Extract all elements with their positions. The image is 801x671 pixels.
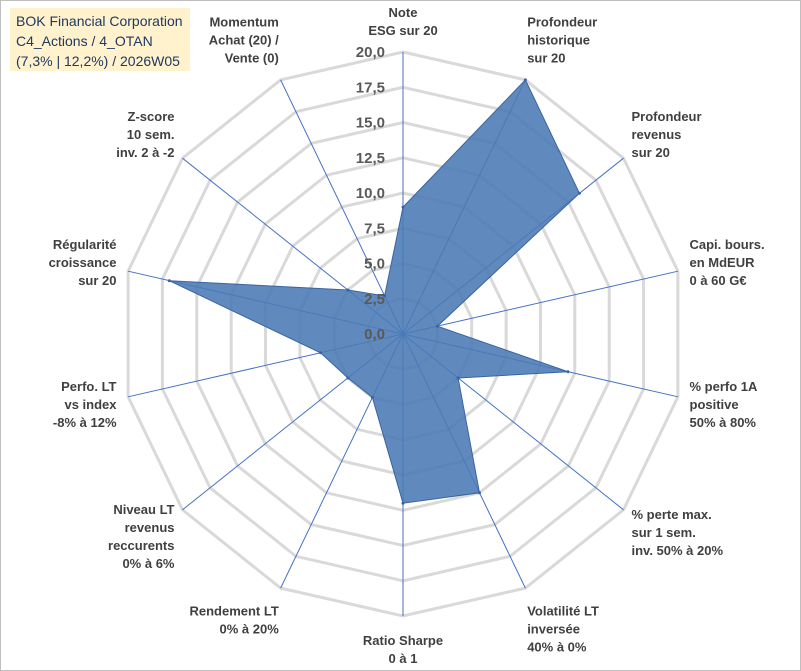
axis-label-7-line-1: 0 à 1 [389, 651, 418, 666]
data-point-1 [523, 78, 527, 82]
axis-label-6: Volatilité LT inversée 40% à 0% [527, 603, 599, 654]
tick-label-2: 5,0 [364, 256, 385, 273]
axis-label-2-line-1: revenus [632, 127, 682, 142]
data-point-12 [346, 288, 350, 292]
axis-label-10-line-0: Perfo. LT [61, 379, 116, 394]
data-point-6 [478, 491, 481, 495]
axis-label-8-line-1: 0% à 20% [220, 621, 280, 636]
axis-label-9-line-3: 0% à 6% [122, 556, 174, 571]
axis-label-4-line-2: 50% à 80% [690, 415, 757, 430]
axis-label-8: Rendement LT 0% à 20% [189, 603, 279, 636]
axis-label-11-line-2: sur 20 [78, 273, 116, 288]
tick-label-7: 17,5 [356, 79, 385, 96]
axis-label-3-line-2: 0 à 60 G€ [690, 273, 747, 288]
tick-label-6: 15,0 [356, 115, 385, 132]
axis-label-11-line-0: Régularité [53, 237, 117, 252]
axis-label-1-line-0: Profondeur [527, 15, 597, 30]
axis-label-13-line-0: Momentum [209, 15, 278, 30]
axis-label-9-line-1: revenus [125, 520, 175, 535]
axis-label-3-line-1: en MdEUR [690, 255, 756, 270]
data-point-8 [370, 396, 374, 399]
tick-label-1: 2,5 [364, 291, 385, 308]
axis-label-5-line-2: inv. 50% à 20% [632, 543, 724, 558]
axis-label-10-line-2: -8% à 12% [53, 415, 117, 430]
tick-label-8: 20,0 [356, 44, 385, 61]
axis-label-9: Niveau LT revenus reccurents 0% à 6% [108, 502, 175, 571]
title-line-company: BOK Financial Corporation [16, 13, 183, 29]
axis-label-5: % perte max. sur 1 sem. inv. 50% à 20% [632, 507, 724, 558]
spoke-13 [280, 79, 404, 335]
axis-label-13-line-1: Achat (20) / [209, 33, 279, 48]
axis-label-1-line-1: historique [527, 33, 590, 48]
title-line-category: C4_Actions / 4_OTAN [16, 33, 153, 49]
title-line-period: (7,3% | 12,2%) / 2026W05 [16, 53, 180, 69]
data-point-2 [577, 191, 581, 195]
data-point-4 [566, 370, 570, 374]
axis-label-2-line-0: Profondeur [632, 109, 702, 124]
axis-label-13: Momentum Achat (20) / Vente (0) [209, 15, 279, 66]
data-point-9 [346, 376, 350, 380]
radar-axis-labels: Note ESG sur 20 Profondeur historique sur 20… [49, 5, 765, 666]
axis-label-2-line-2: sur 20 [632, 145, 670, 160]
axis-label-2: Profondeur revenus sur 20 [632, 109, 702, 160]
tick-label-0: 0,0 [364, 326, 385, 343]
axis-label-7-line-0: Ratio Sharpe [363, 633, 443, 648]
axis-label-3-line-0: Capi. bours. [690, 237, 765, 252]
axis-label-4: % perfo 1A positive 50% à 80% [690, 379, 759, 430]
data-point-10 [319, 351, 322, 355]
data-point-3 [435, 324, 439, 328]
axis-label-11: Régularité croissance sur 20 [49, 237, 117, 288]
tick-label-4: 10,0 [356, 185, 385, 202]
axis-label-9-line-2: reccurents [108, 538, 174, 553]
radar-tick-labels: 0,0 2,5 5,0 7,5 10,0 12,5 15,0 17,5 20,0 [356, 44, 385, 343]
data-point-13 [383, 294, 387, 298]
axis-label-1: Profondeur historique sur 20 [527, 15, 597, 66]
axis-label-7: Ratio Sharpe 0 à 1 [363, 633, 443, 666]
spoke-3 [402, 270, 679, 335]
axis-label-6-line-0: Volatilité LT [527, 603, 599, 618]
axis-label-12-line-2: inv. 2 à -2 [116, 145, 174, 160]
axis-label-0-line-1: ESG sur 20 [368, 23, 437, 38]
axis-label-4-line-0: % perfo 1A [690, 379, 759, 394]
tick-label-5: 12,5 [356, 150, 385, 167]
tick-label-3: 7,5 [364, 220, 385, 237]
axis-label-0: Note ESG sur 20 [368, 5, 437, 38]
axis-label-0-line-0: Note [389, 5, 418, 20]
axis-label-8-line-0: Rendement LT [189, 603, 278, 618]
axis-label-6-line-1: inversée [527, 621, 580, 636]
data-point-0 [401, 205, 405, 209]
axis-label-10-line-1: vs index [64, 397, 117, 412]
axis-label-1-line-2: sur 20 [527, 51, 565, 66]
radar-series [167, 78, 581, 505]
data-point-5 [456, 376, 460, 380]
axis-label-3: Capi. bours. en MdEUR 0 à 60 G€ [690, 237, 765, 288]
axis-label-12-line-0: Z-score [128, 109, 175, 124]
axis-label-9-line-0: Niveau LT [113, 502, 174, 517]
axis-label-11-line-1: croissance [49, 255, 117, 270]
axis-label-6-line-2: 40% à 0% [527, 639, 587, 654]
axis-label-5-line-0: % perte max. [632, 507, 712, 522]
axis-label-5-line-1: sur 1 sem. [632, 525, 696, 540]
data-point-11 [167, 279, 171, 283]
axis-label-10: Perfo. LT vs index -8% à 12% [53, 379, 117, 430]
axis-label-12: Z-score 10 sem. inv. 2 à -2 [116, 109, 174, 160]
chart-title-box: BOK Financial Corporation C4_Actions / 4… [10, 8, 190, 71]
axis-label-13-line-2: Vente (0) [225, 51, 279, 66]
data-point-7 [401, 501, 405, 505]
axis-label-12-line-1: 10 sem. [127, 127, 175, 142]
axis-label-4-line-1: positive [690, 397, 739, 412]
